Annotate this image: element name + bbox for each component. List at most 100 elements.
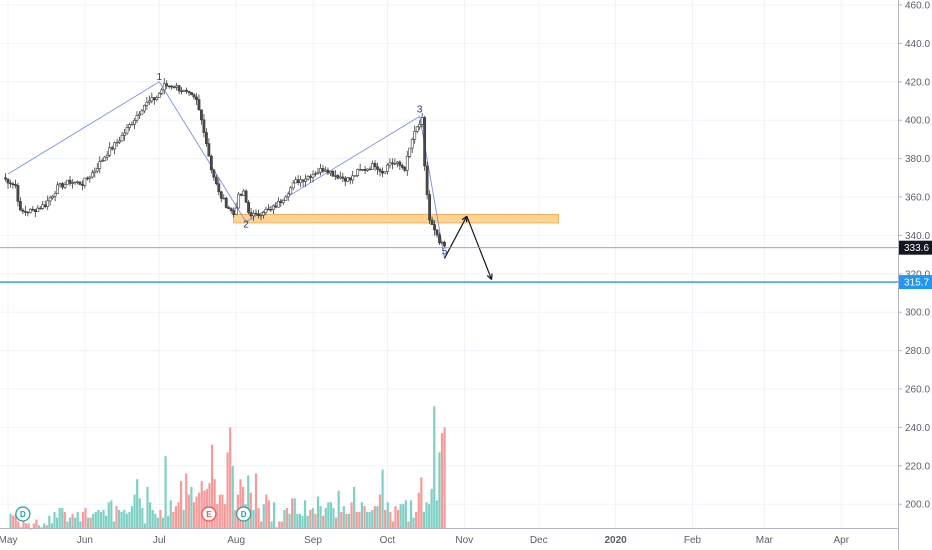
candle-body [301,179,305,182]
volume-bar [340,511,343,528]
price-tag-label: 333.6 [904,243,929,254]
volume-bar [71,513,74,528]
candle-body [219,191,223,199]
wave-line[interactable] [7,81,445,259]
candle-body [61,183,64,188]
y-tick-label: 340.0 [905,231,930,242]
y-tick-label: 300.0 [905,308,930,319]
candle-body [103,156,107,161]
volume-bar [48,515,51,528]
candle-body [326,169,330,174]
candle-body [403,167,407,171]
event-marker[interactable] [235,506,252,522]
candle-body [152,97,156,101]
volume-bar [172,511,175,528]
volume-bar [229,427,232,528]
candle-body [227,207,231,209]
candle-body [123,132,126,136]
volume-bar [89,517,92,528]
volume-bar [182,509,185,528]
candle-body [264,208,268,213]
x-tick-label: Jul [153,535,166,546]
candle-body [170,85,174,88]
volume-bar [198,492,201,528]
candle-body [145,101,149,106]
event-marker[interactable] [201,506,217,522]
volume-bar [371,509,374,528]
volume-bar [161,517,165,528]
candle-body [209,155,213,171]
candle-body [314,173,317,175]
candle-body [105,154,109,158]
volume-bar [22,519,25,528]
price-tag-label: 315.7 [904,278,929,289]
candle-body [207,143,211,157]
volume-bar [291,498,294,528]
projection-arrow[interactable] [443,215,468,259]
y-tick-label: 260.0 [905,385,930,396]
support-zone[interactable] [233,213,559,224]
volume-bar [133,494,136,528]
candle-body [76,181,79,183]
volume-bar [311,508,314,528]
candle-body [296,179,300,184]
volume-bar [138,498,141,528]
volume-bar [373,506,376,528]
candle-body [118,140,122,143]
price-axis[interactable] [898,0,932,550]
volume-bar [347,513,351,528]
volume-bar [265,494,268,528]
volume-bar [402,504,405,528]
volume-bar [435,500,438,528]
candle-body [16,185,20,202]
candle-body [388,162,392,166]
candle-body [262,212,265,216]
projection-arrow-head [486,275,493,280]
volume-bar [309,509,312,528]
x-tick-label: May [0,535,17,546]
volume-bar [43,523,46,528]
candle-body [274,205,278,208]
wave-lines-layer[interactable]: 1 2 3 5 [7,72,493,280]
candle-body [187,90,191,93]
x-tick-label: Dec [530,535,548,546]
event-marker[interactable] [15,506,31,522]
volume-bar [12,515,15,528]
candle-body [356,169,360,176]
candle-body [200,109,203,121]
volume-bar [394,506,397,528]
candle-body [165,83,169,87]
volume-bar [156,517,159,528]
event-marker-label: D [241,510,247,519]
volume-bar [319,506,322,528]
candle-body [284,196,288,201]
volume-bar [63,511,66,528]
volume-bar [192,502,196,528]
candle-body [162,83,166,91]
candle-body [110,147,114,150]
volume-bar [86,517,90,528]
candle-body [217,183,221,193]
candle-body [381,170,384,174]
volume-bar [24,523,28,528]
candle-body [276,201,280,208]
candle-body [289,187,293,195]
volume-bar [187,494,190,528]
y-tick-label: 420.0 [905,77,930,88]
candle-body [353,175,357,177]
candle-body [336,175,340,179]
volume-bar [55,517,59,528]
volume-bar [409,500,413,528]
x-tick-label: Nov [455,535,473,546]
wave-label: 2 [243,220,249,231]
support-zone-layer[interactable] [233,213,559,224]
volume-bar [17,521,20,528]
volume-bar [218,494,221,528]
volume-bar [363,506,366,528]
x-tick-label: 2020 [604,535,627,546]
volume-bar [146,486,149,528]
candle-body [205,132,208,144]
